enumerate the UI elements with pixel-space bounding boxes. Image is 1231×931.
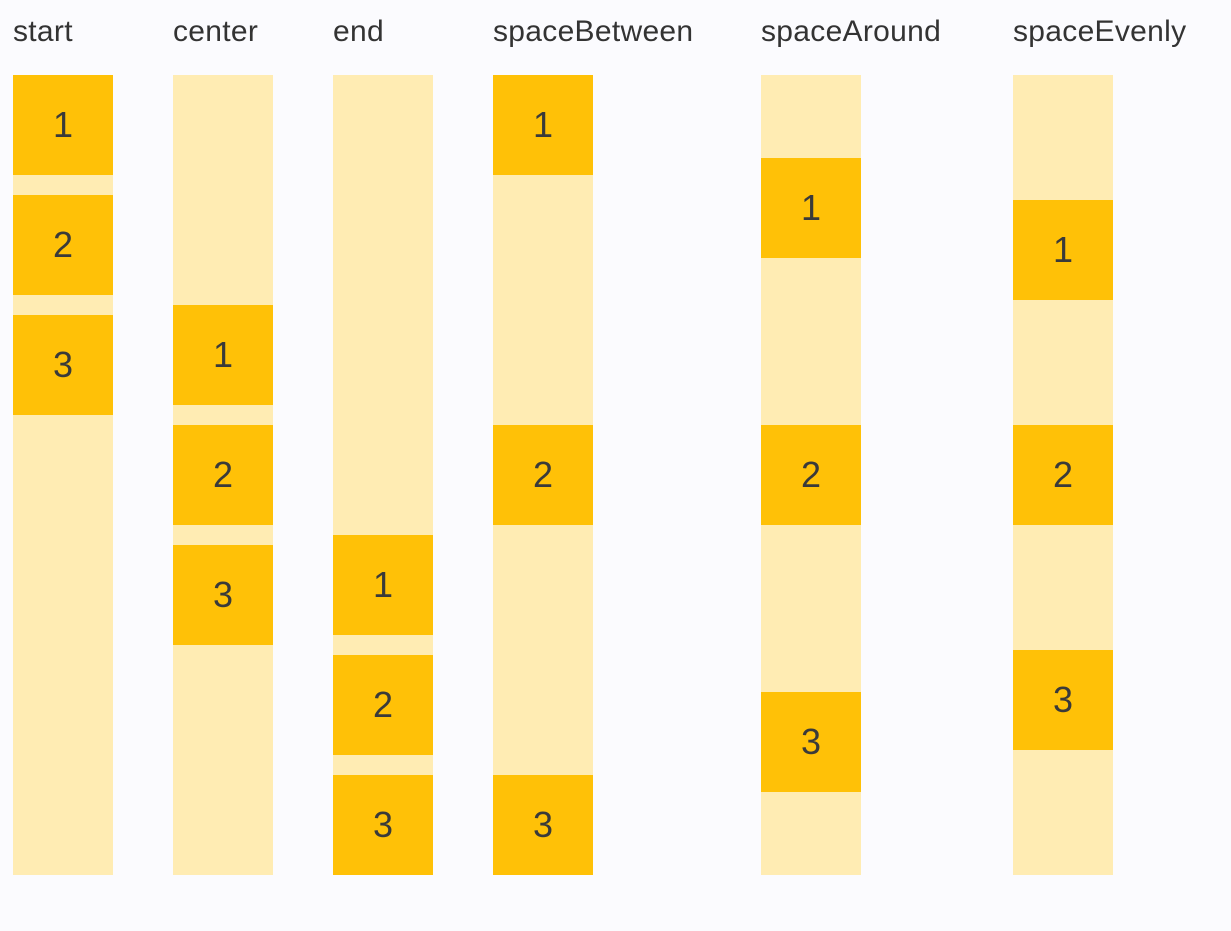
flex-item: 2 xyxy=(493,425,593,525)
column-center: center 1 2 3 xyxy=(173,16,273,875)
column-label: start xyxy=(13,15,73,48)
flex-item: 1 xyxy=(1013,200,1113,300)
column-label: end xyxy=(333,15,384,48)
flex-track: 1 2 3 xyxy=(333,75,433,875)
flex-item: 1 xyxy=(13,75,113,175)
flex-item: 2 xyxy=(173,425,273,525)
flex-item: 2 xyxy=(1013,425,1113,525)
flex-item: 2 xyxy=(761,424,861,525)
flex-item: 2 xyxy=(13,195,113,295)
flex-track: 1 2 3 xyxy=(761,75,861,875)
flex-track: 1 2 3 xyxy=(493,75,593,875)
flex-item: 1 xyxy=(333,535,433,635)
flex-item: 3 xyxy=(1013,650,1113,750)
column-start: start 1 2 3 xyxy=(13,16,113,875)
justify-content-diagram: start 1 2 3 center 1 2 3 end 1 2 3 space… xyxy=(13,15,1187,875)
flex-item: 1 xyxy=(173,305,273,405)
flex-item: 1 xyxy=(761,158,861,259)
column-label: spaceBetween xyxy=(493,15,694,48)
column-label: spaceAround xyxy=(761,15,942,48)
column-space-around: spaceAround 1 2 3 xyxy=(761,16,953,875)
flex-item: 3 xyxy=(173,545,273,645)
flex-item: 3 xyxy=(761,691,861,792)
column-label: center xyxy=(173,15,259,48)
flex-track: 1 2 3 xyxy=(173,75,273,875)
column-space-between: spaceBetween 1 2 3 xyxy=(493,16,701,875)
flex-item: 3 xyxy=(333,775,433,875)
column-space-evenly: spaceEvenly 1 2 3 xyxy=(1013,15,1187,875)
column-end: end 1 2 3 xyxy=(333,16,433,875)
flex-item: 3 xyxy=(493,775,593,875)
flex-item: 1 xyxy=(493,75,593,175)
flex-track: 1 2 3 xyxy=(1013,75,1113,875)
flex-item: 3 xyxy=(13,315,113,415)
flex-track: 1 2 3 xyxy=(13,75,113,875)
flex-item: 2 xyxy=(333,655,433,755)
column-label: spaceEvenly xyxy=(1013,15,1187,48)
